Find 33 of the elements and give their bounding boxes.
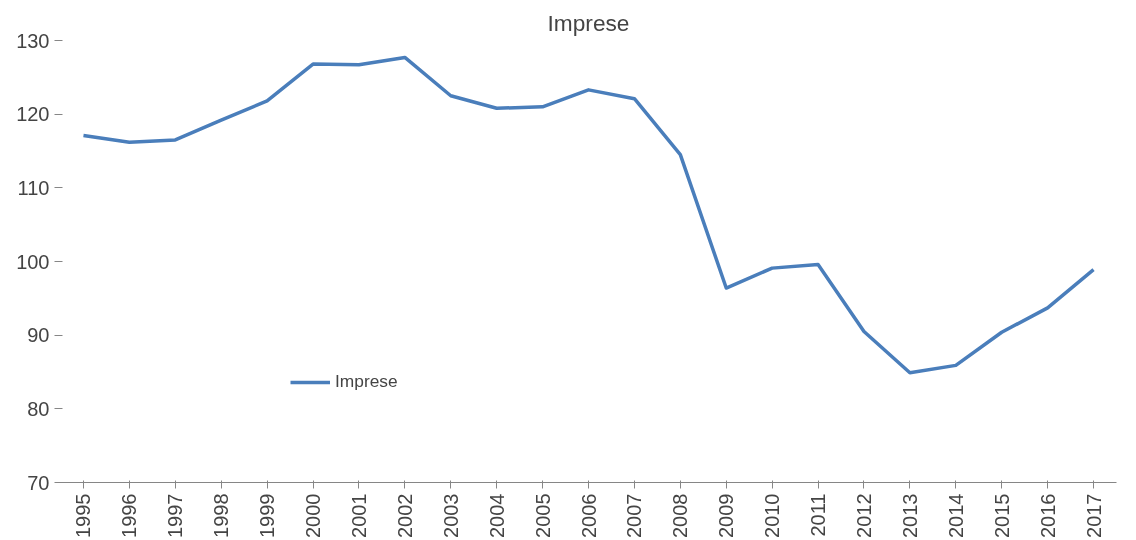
x-tick-label: 2005 (531, 493, 554, 538)
x-tick-label: 2004 (485, 493, 508, 538)
x-tick-label: 2016 (1036, 493, 1059, 538)
x-tick-label: 2010 (761, 493, 784, 538)
y-tick-label: 120 (16, 103, 50, 126)
x-tick-label: 2007 (623, 493, 646, 538)
line-series (81, 55, 1096, 375)
x-tick-label: 1996 (118, 493, 141, 538)
x-tick-label: 2014 (944, 493, 967, 538)
x-tick-label: 2017 (1082, 493, 1105, 538)
x-tick-label: 2000 (302, 493, 325, 538)
y-tick-label: 130 (16, 29, 50, 52)
x-tick-label: 1995 (72, 493, 95, 538)
x-tick-label: 2001 (347, 493, 370, 538)
y-tick-label: 100 (16, 250, 50, 273)
x-tick-label: 2003 (439, 493, 462, 538)
x-tick-label: 2013 (898, 493, 921, 538)
y-tick-label: 80 (27, 397, 50, 420)
x-tick-label: 2015 (990, 493, 1013, 538)
x-tick-label: 1997 (164, 493, 187, 538)
x-tick-label: 1998 (210, 493, 233, 538)
x-tick-label: 2006 (577, 493, 600, 538)
x-tick-label: 2002 (393, 493, 416, 538)
x-tick-label: 2008 (669, 493, 692, 538)
y-tick-label: 70 (27, 471, 50, 494)
chart-title: Imprese (547, 9, 630, 36)
x-tick-label: 1999 (256, 493, 279, 538)
x-tick-label: 2012 (852, 493, 875, 538)
y-tick-label: 90 (27, 324, 50, 347)
legend-label: Imprese (335, 371, 398, 392)
x-tick-label: 2011 (807, 493, 830, 537)
y-tick-label: 110 (17, 176, 50, 199)
x-tick-label: 2009 (715, 493, 738, 538)
